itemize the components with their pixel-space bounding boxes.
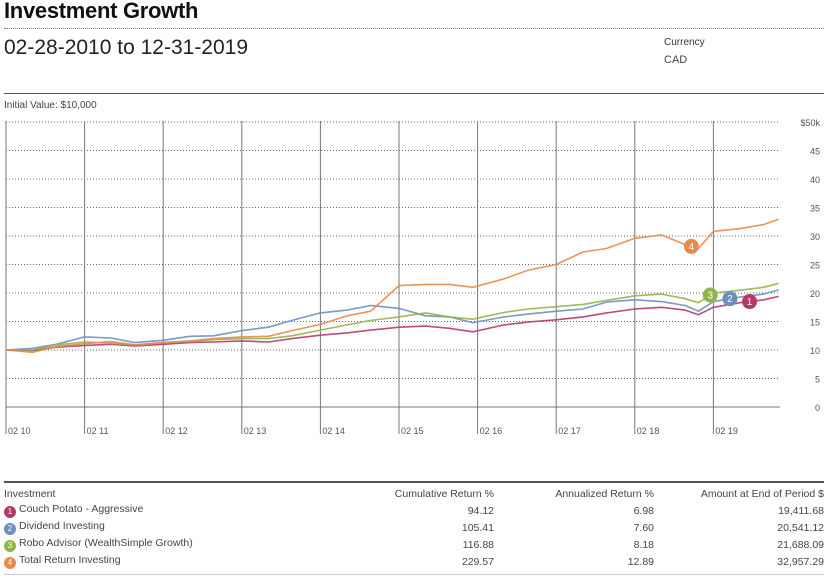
cumulative-return: 229.57: [461, 555, 494, 568]
x-tick-label: 02 14: [322, 426, 345, 436]
y-tick-label: 5: [815, 375, 820, 385]
y-tick-label: 25: [810, 261, 820, 271]
table-row: 1 Couch Potato - Aggressive 94.12 6.98 19,41…: [4, 502, 824, 519]
x-tick-label: 02 17: [558, 426, 581, 436]
annualized-return: 7.60: [633, 521, 654, 534]
series-marker-label: 3: [707, 291, 713, 302]
y-tick-label: 30: [810, 232, 820, 242]
y-tick-label: 15: [810, 318, 820, 328]
x-tick-label: 02 16: [480, 426, 503, 436]
table-row: 3 Robo Advisor (WealthSimple Growth) 116.8…: [4, 536, 824, 553]
investment-label: Dividend Investing: [19, 520, 105, 532]
investment-name: 2 Dividend Investing: [4, 519, 384, 536]
end-amount: 19,411.68: [778, 504, 824, 517]
table-row: 4 Total Return Investing 229.57 12.89 32,957…: [4, 553, 824, 570]
cumulative-return: 116.88: [462, 538, 494, 551]
series-marker-2: [722, 291, 738, 307]
initial-value-label: Initial Value: $10,000: [4, 100, 97, 111]
y-tick-label: 10: [810, 346, 820, 356]
table-row: 2 Dividend Investing 105.41 7.60 20,541.12: [4, 519, 824, 536]
series-badge-icon: 2: [4, 523, 16, 535]
series-line-2: [5, 289, 779, 351]
currency-label: Currency: [664, 37, 705, 48]
horizontal-gridlines: [6, 121, 780, 408]
end-amount: 32,957.29: [777, 555, 824, 568]
col-annualized: Annualized Return %: [555, 487, 654, 500]
vertical-gridlines: [5, 121, 714, 434]
currency-value: CAD: [664, 54, 688, 66]
y-tick-label: 45: [810, 147, 820, 157]
table-bottom-rule: [4, 574, 824, 575]
annualized-return: 6.98: [633, 504, 654, 517]
series-lines: [5, 218, 779, 354]
series-badge-icon: 4: [4, 557, 16, 569]
x-tick-label: 02 19: [715, 426, 738, 436]
series-line-1: [5, 295, 779, 352]
col-investment: Investment: [4, 487, 56, 500]
table-divider: [4, 481, 824, 483]
annualized-return: 8.18: [633, 538, 654, 551]
x-tick-label: 02 18: [637, 426, 660, 436]
y-tick-label: 0: [815, 403, 820, 413]
page-title: Investment Growth: [4, 0, 199, 23]
investment-name: 1 Couch Potato - Aggressive: [4, 502, 384, 519]
col-cumulative: Cumulative Return %: [394, 487, 494, 500]
series-markers: 1 2 3 4: [683, 238, 758, 310]
y-tick-label: 35: [810, 204, 820, 214]
series-marker-label: 4: [689, 242, 695, 253]
series-line-4: [5, 218, 779, 354]
table-header-row: Investment Cumulative Return % Annualize…: [4, 484, 824, 502]
x-tick-label: 02 11: [87, 426, 109, 436]
investment-label: Total Return Investing: [19, 554, 121, 566]
series-marker-1: [742, 294, 758, 310]
series-badge-icon: 1: [4, 506, 16, 518]
cumulative-return: 105.41: [461, 521, 494, 534]
x-axis-labels: 02 10 02 11 02 12 02 13 02 14 02 15 02 16 02 17…: [8, 426, 738, 436]
investment-name: 4 Total Return Investing: [4, 553, 384, 570]
series-marker-label: 1: [747, 297, 753, 308]
x-tick-label: 02 15: [401, 426, 424, 436]
y-axis-labels: 0 5 10 15 20 25 30 35 40 45 $50k: [800, 118, 820, 413]
investment-name: 3 Robo Advisor (WealthSimple Growth): [4, 536, 384, 553]
series-marker-3: [702, 287, 718, 303]
series-marker-label: 2: [727, 294, 733, 305]
date-range: 02-28-2010 to 12-31-2019: [4, 36, 249, 59]
y-tick-label: 40: [810, 175, 820, 185]
y-tick-label: 20: [810, 289, 820, 299]
col-end-amount: Amount at End of Period $: [700, 487, 824, 500]
series-badge-icon: 3: [4, 540, 16, 552]
end-amount: 20,541.12: [777, 521, 824, 534]
investment-label: Couch Potato - Aggressive: [19, 503, 144, 515]
investment-label: Robo Advisor (WealthSimple Growth): [19, 537, 193, 549]
x-tick-label: 02 13: [244, 426, 267, 436]
cumulative-return: 94.12: [467, 504, 494, 517]
series-marker-4: [683, 238, 699, 254]
annualized-return: 12.89: [627, 555, 654, 568]
end-amount: 21,688.09: [777, 538, 824, 551]
header-divider: [4, 93, 824, 94]
performance-table: Investment Cumulative Return % Annualize…: [4, 484, 824, 570]
title-divider: [4, 28, 824, 29]
x-tick-label: 02 10: [8, 426, 31, 436]
y-tick-label: $50k: [800, 118, 820, 128]
x-tick-label: 02 12: [165, 426, 188, 436]
